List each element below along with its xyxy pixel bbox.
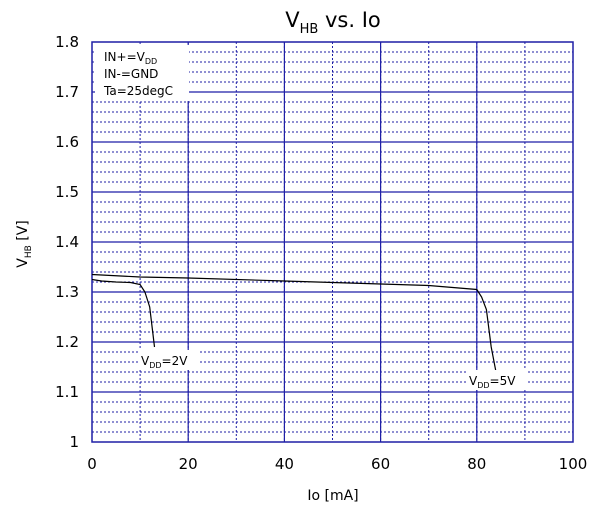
series-label-background bbox=[466, 370, 528, 390]
series-label-2: VDD=5V bbox=[469, 374, 516, 390]
condition-label: IN+=VDD bbox=[104, 50, 157, 66]
x-tick-label: 20 bbox=[179, 455, 198, 473]
series-line-2 bbox=[91, 273, 497, 373]
conditions-background bbox=[95, 45, 189, 101]
chart-title-sub: HB bbox=[300, 22, 319, 37]
x-tick-label: 80 bbox=[467, 455, 486, 473]
series-label-background bbox=[138, 350, 200, 370]
tick-labels: 0 20 40 60 80 100 1 1.1 1.2 1.3 1.4 1.5 1.6 1.7 1.8 bbox=[55, 33, 587, 473]
x-tick-label: 60 bbox=[371, 455, 390, 473]
y-tick-label: 1.1 bbox=[55, 383, 79, 401]
chart-title-rest: vs. Io bbox=[318, 8, 380, 32]
y-tick-label: 1.4 bbox=[55, 233, 79, 251]
chart-title-main: V bbox=[285, 8, 300, 32]
x-tick-label: 40 bbox=[275, 455, 294, 473]
series-layer bbox=[91, 273, 497, 373]
plot-frame bbox=[91, 41, 574, 443]
y-axis-label-rest: [V] bbox=[15, 220, 31, 245]
y-tick-label: 1.7 bbox=[55, 83, 79, 101]
y-tick-label: 1.3 bbox=[55, 283, 79, 301]
y-tick-label: 1 bbox=[69, 433, 79, 451]
y-axis-label-main: V bbox=[15, 258, 31, 268]
y-axis-label-sub: HB bbox=[24, 245, 34, 258]
chart-title: VHB vs. Io bbox=[285, 8, 381, 37]
x-tick-label: 100 bbox=[559, 455, 588, 473]
series-line-1 bbox=[91, 278, 156, 348]
y-tick-label: 1.5 bbox=[55, 183, 79, 201]
y-tick-label: 1.6 bbox=[55, 133, 79, 151]
series-labels: VDD=2V VDD=5V bbox=[138, 350, 528, 390]
condition-label: IN-=GND bbox=[104, 67, 158, 81]
y-axis-label: VHB [V] bbox=[15, 220, 34, 267]
condition-label: Ta=25degC bbox=[103, 84, 173, 98]
y-tick-label: 1.2 bbox=[55, 333, 79, 351]
x-tick-label: 0 bbox=[87, 455, 97, 473]
x-axis-label: Io [mA] bbox=[307, 488, 358, 504]
series-label-1: VDD=2V bbox=[141, 354, 188, 370]
y-tick-label: 1.8 bbox=[55, 33, 79, 51]
